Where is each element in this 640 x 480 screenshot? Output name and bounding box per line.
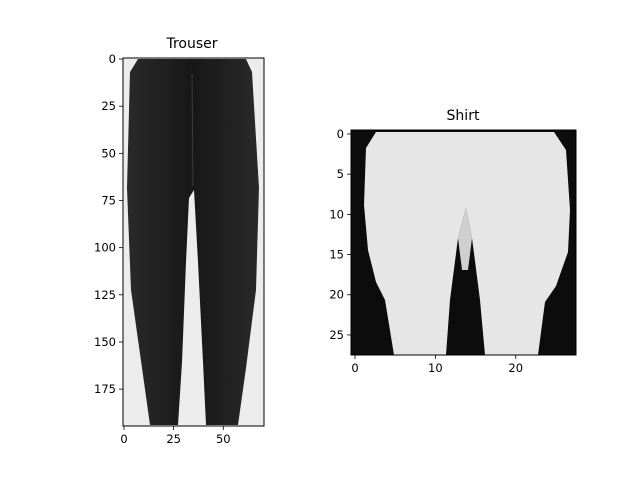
shirt-panel: Shirt 0 10 20 0 5 10 15 20 25 — [329, 108, 577, 375]
trouser-xtick-label: 50 — [216, 432, 231, 446]
shirt-xtick-label: 10 — [428, 361, 443, 375]
shirt-inner-shade — [458, 208, 472, 270]
shirt-ytick-label: 15 — [329, 248, 344, 262]
shirt-title: Shirt — [447, 108, 480, 124]
trouser-center-seam — [191, 73, 194, 187]
trouser-ytick-label: 50 — [101, 146, 116, 160]
shirt-ytick-label: 10 — [329, 207, 344, 221]
trouser-ytick-label: 125 — [94, 288, 116, 302]
trouser-ytick-label: 75 — [101, 193, 116, 207]
trouser-ytick-label: 175 — [94, 382, 116, 396]
trouser-title: Trouser — [165, 36, 217, 52]
trouser-panel: Trouser 0 25 50 0 25 50 75 100 125 150 175 — [94, 36, 265, 446]
trouser-xtick-label: 0 — [120, 432, 127, 446]
trouser-ytick-label: 100 — [94, 241, 116, 255]
shirt-ticks: 0 10 20 0 5 10 15 20 25 — [329, 127, 523, 375]
trouser-ytick-label: 150 — [94, 335, 116, 349]
trouser-garment — [127, 59, 259, 425]
shirt-ytick-label: 5 — [337, 167, 344, 181]
shirt-xtick-label: 20 — [508, 361, 523, 375]
shirt-ytick-label: 0 — [337, 127, 344, 141]
shirt-xtick-label: 0 — [351, 361, 358, 375]
shirt-axes-frame — [350, 129, 577, 356]
trouser-ytick-label: 25 — [101, 99, 116, 113]
shirt-ytick-label: 20 — [329, 288, 344, 302]
shirt-garment — [364, 132, 570, 355]
trouser-ticks: 0 25 50 0 25 50 75 100 125 150 175 — [94, 52, 231, 446]
trouser-ytick-label: 0 — [109, 52, 116, 66]
shirt-ytick-label: 25 — [329, 328, 344, 342]
trouser-xtick-label: 25 — [166, 432, 181, 446]
trouser-axes-frame — [122, 57, 265, 427]
